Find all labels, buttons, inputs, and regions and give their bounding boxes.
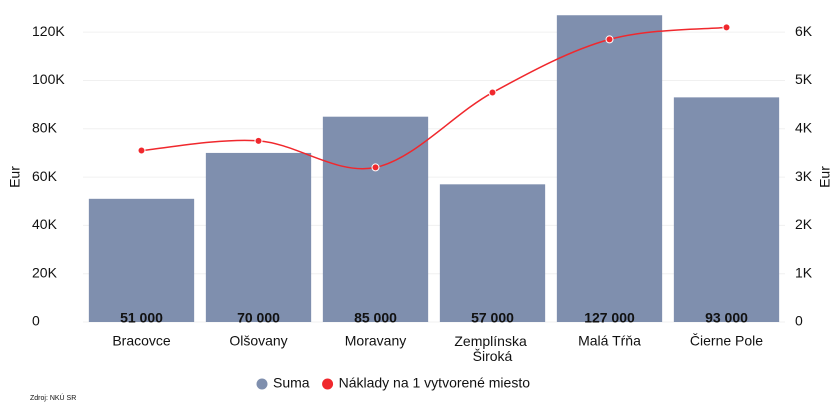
y-axis-label: Eur <box>7 166 23 188</box>
legend-label: Náklady na 1 vytvorené miesto <box>339 375 531 391</box>
x-tick-label: Čierne Pole <box>690 333 763 349</box>
line-point <box>605 35 614 44</box>
bar-value-label: 127 000 <box>584 310 635 326</box>
y2-tick-label: 6K <box>795 23 813 39</box>
y2-tick-label: 0 <box>795 313 803 329</box>
x-tick-label: Moravany <box>345 333 406 349</box>
line-point <box>254 136 263 145</box>
y-tick-label: 20K <box>32 264 58 280</box>
bar <box>439 184 546 322</box>
x-tick-label: Malá Tŕňa <box>578 333 641 349</box>
line-point <box>137 146 146 155</box>
y2-tick-label: 1K <box>795 264 813 280</box>
bar <box>556 15 663 322</box>
bar <box>673 97 780 322</box>
source: Zdroj: NKÚ SR <box>30 393 76 402</box>
x-tick-label: Zemplínska Široká <box>454 333 530 364</box>
line <box>141 26 727 170</box>
y2-tick-label: 3K <box>795 168 813 184</box>
legend-label: Suma <box>273 375 310 391</box>
line-point <box>488 88 497 97</box>
y2-tick-label: 2K <box>795 216 813 232</box>
y-tick-label: 120K <box>32 23 65 39</box>
bar-value-label: 85 000 <box>354 310 397 326</box>
legend-swatch <box>322 378 334 390</box>
y2-tick-label: 4K <box>795 119 813 135</box>
bar-value-label: 51 000 <box>120 310 163 326</box>
bar-value-label: 93 000 <box>705 310 748 326</box>
bar-value-label: 70 000 <box>237 310 280 326</box>
y-tick-label: 40K <box>32 216 58 232</box>
legend-swatch <box>256 378 268 390</box>
bar <box>322 116 429 322</box>
bar-value-label: 57 000 <box>471 310 514 326</box>
y-tick-label: 80K <box>32 119 58 135</box>
y-tick-label: 60K <box>32 168 58 184</box>
x-tick-label: Bracovce <box>112 333 171 349</box>
line-point <box>722 23 731 32</box>
y-tick-label: 100K <box>32 71 65 87</box>
y2-tick-label: 5K <box>795 71 813 87</box>
x-tick-label: Olšovany <box>229 333 287 349</box>
y-tick-label: 0 <box>32 313 40 329</box>
bar <box>205 152 312 322</box>
bar <box>88 198 195 322</box>
y2-axis-label: Eur <box>817 166 833 188</box>
line-point <box>371 163 380 172</box>
